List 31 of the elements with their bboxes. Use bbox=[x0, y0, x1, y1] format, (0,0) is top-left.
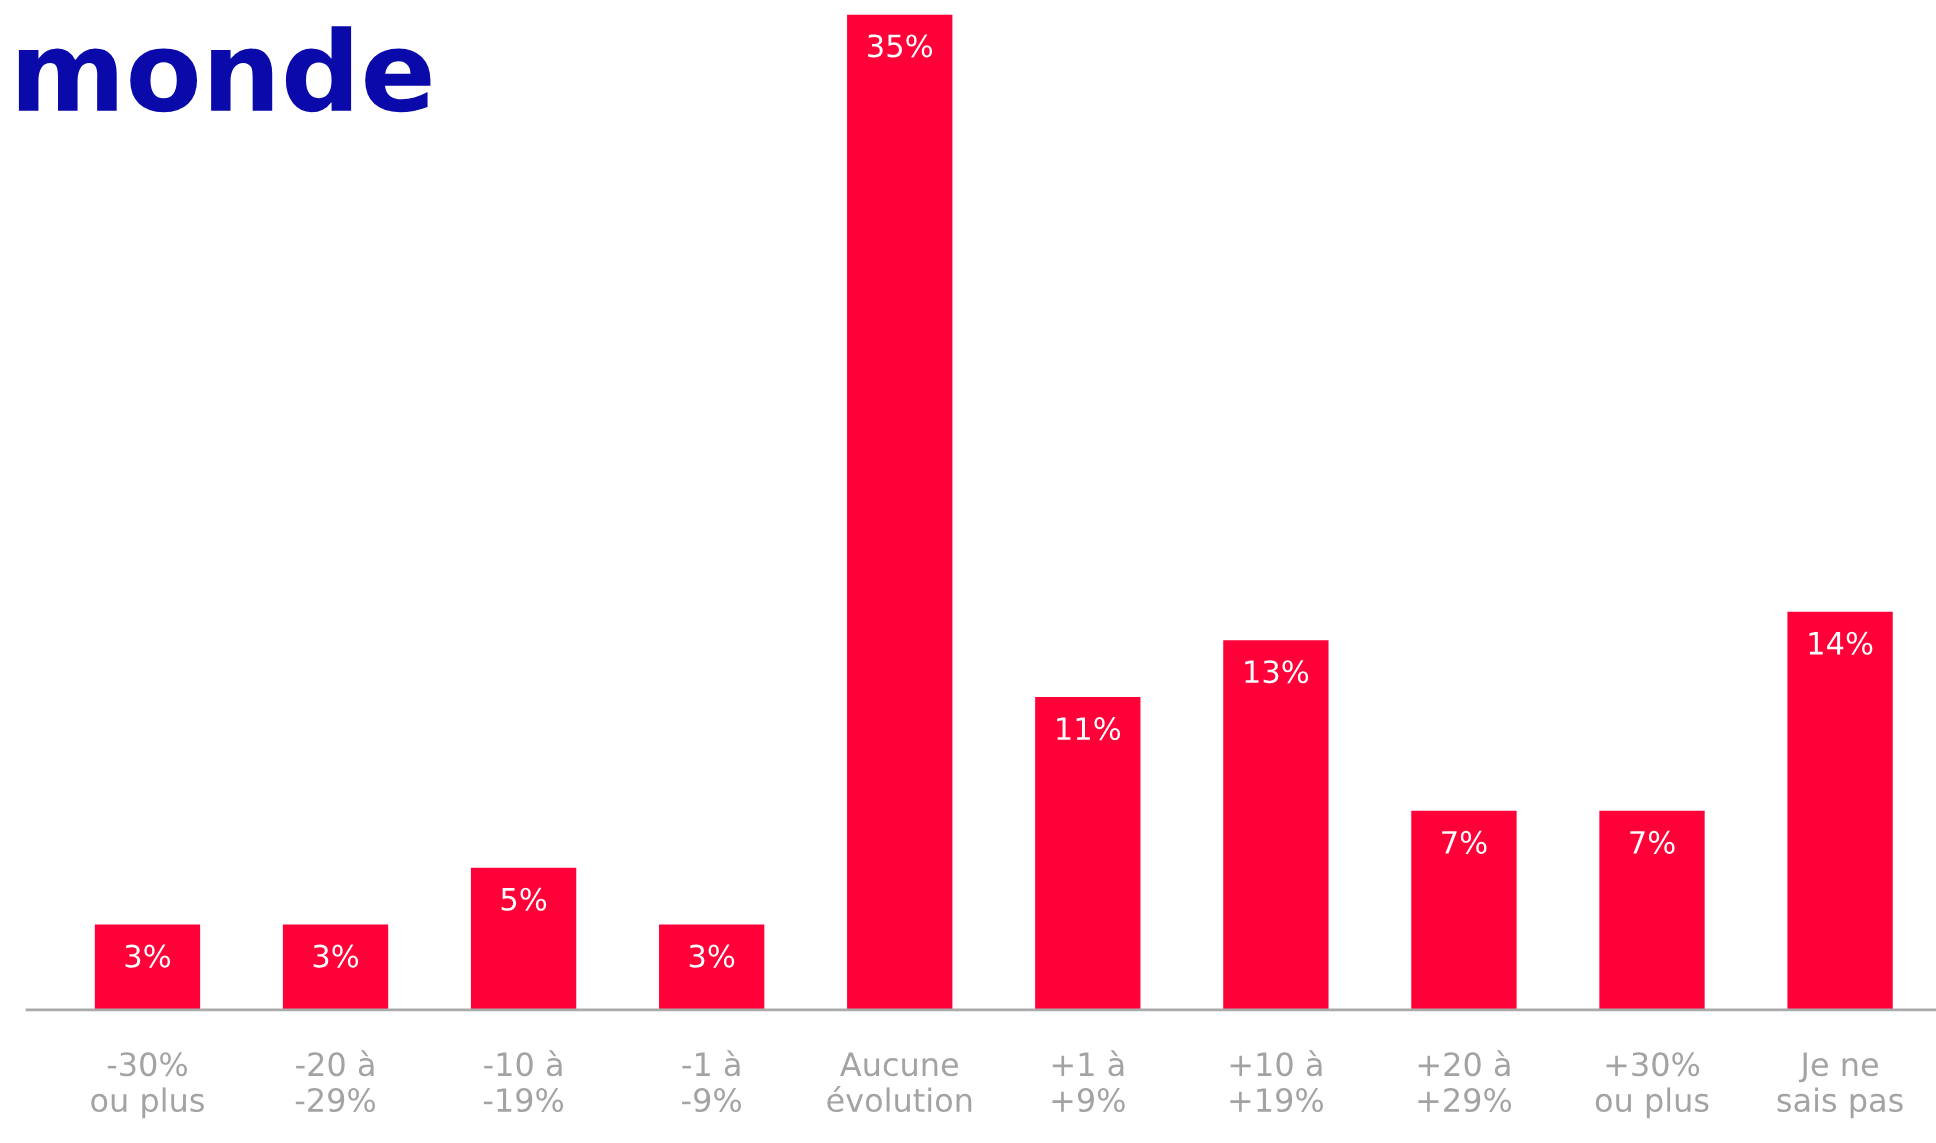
x-tick-label: Aucune évolution bbox=[827, 1052, 972, 1113]
bar bbox=[470, 867, 577, 1010]
x-tick-label: +20 à +29% bbox=[1418, 1050, 1512, 1113]
x-tick-label: -20 à -29% bbox=[295, 1050, 376, 1113]
x-tick-label: -1 à -9% bbox=[682, 1050, 742, 1113]
chart-title: monde bbox=[18, 26, 431, 113]
data-label: 11% bbox=[1057, 717, 1121, 741]
data-label: 14% bbox=[1809, 631, 1873, 655]
x-tick-label: +30% ou plus bbox=[1595, 1052, 1709, 1119]
x-tick-label: +10 à +19% bbox=[1230, 1050, 1323, 1113]
x-tick-label: -10 à -19% bbox=[483, 1050, 564, 1113]
bar bbox=[1411, 810, 1517, 1010]
bar bbox=[282, 924, 389, 1010]
data-label: 13% bbox=[1245, 660, 1309, 684]
bar bbox=[659, 924, 765, 1010]
bar bbox=[1035, 697, 1141, 1010]
x-tick-label: +1 à +9% bbox=[1052, 1050, 1125, 1113]
bar bbox=[1787, 611, 1893, 1010]
data-label: 3% bbox=[313, 944, 359, 968]
data-label: 7% bbox=[1442, 830, 1487, 854]
bar bbox=[94, 924, 201, 1010]
bar bbox=[1223, 640, 1329, 1010]
data-label: 3% bbox=[689, 944, 735, 968]
bar bbox=[847, 14, 953, 1010]
data-label: 3% bbox=[125, 944, 171, 968]
bar bbox=[1599, 810, 1705, 1010]
x-tick-label: Je ne sais pas bbox=[1777, 1052, 1903, 1119]
data-label: 35% bbox=[868, 34, 933, 58]
data-label: 5% bbox=[501, 887, 547, 911]
x-tick-label: -30% ou plus bbox=[91, 1052, 204, 1119]
data-label: 7% bbox=[1630, 830, 1675, 854]
